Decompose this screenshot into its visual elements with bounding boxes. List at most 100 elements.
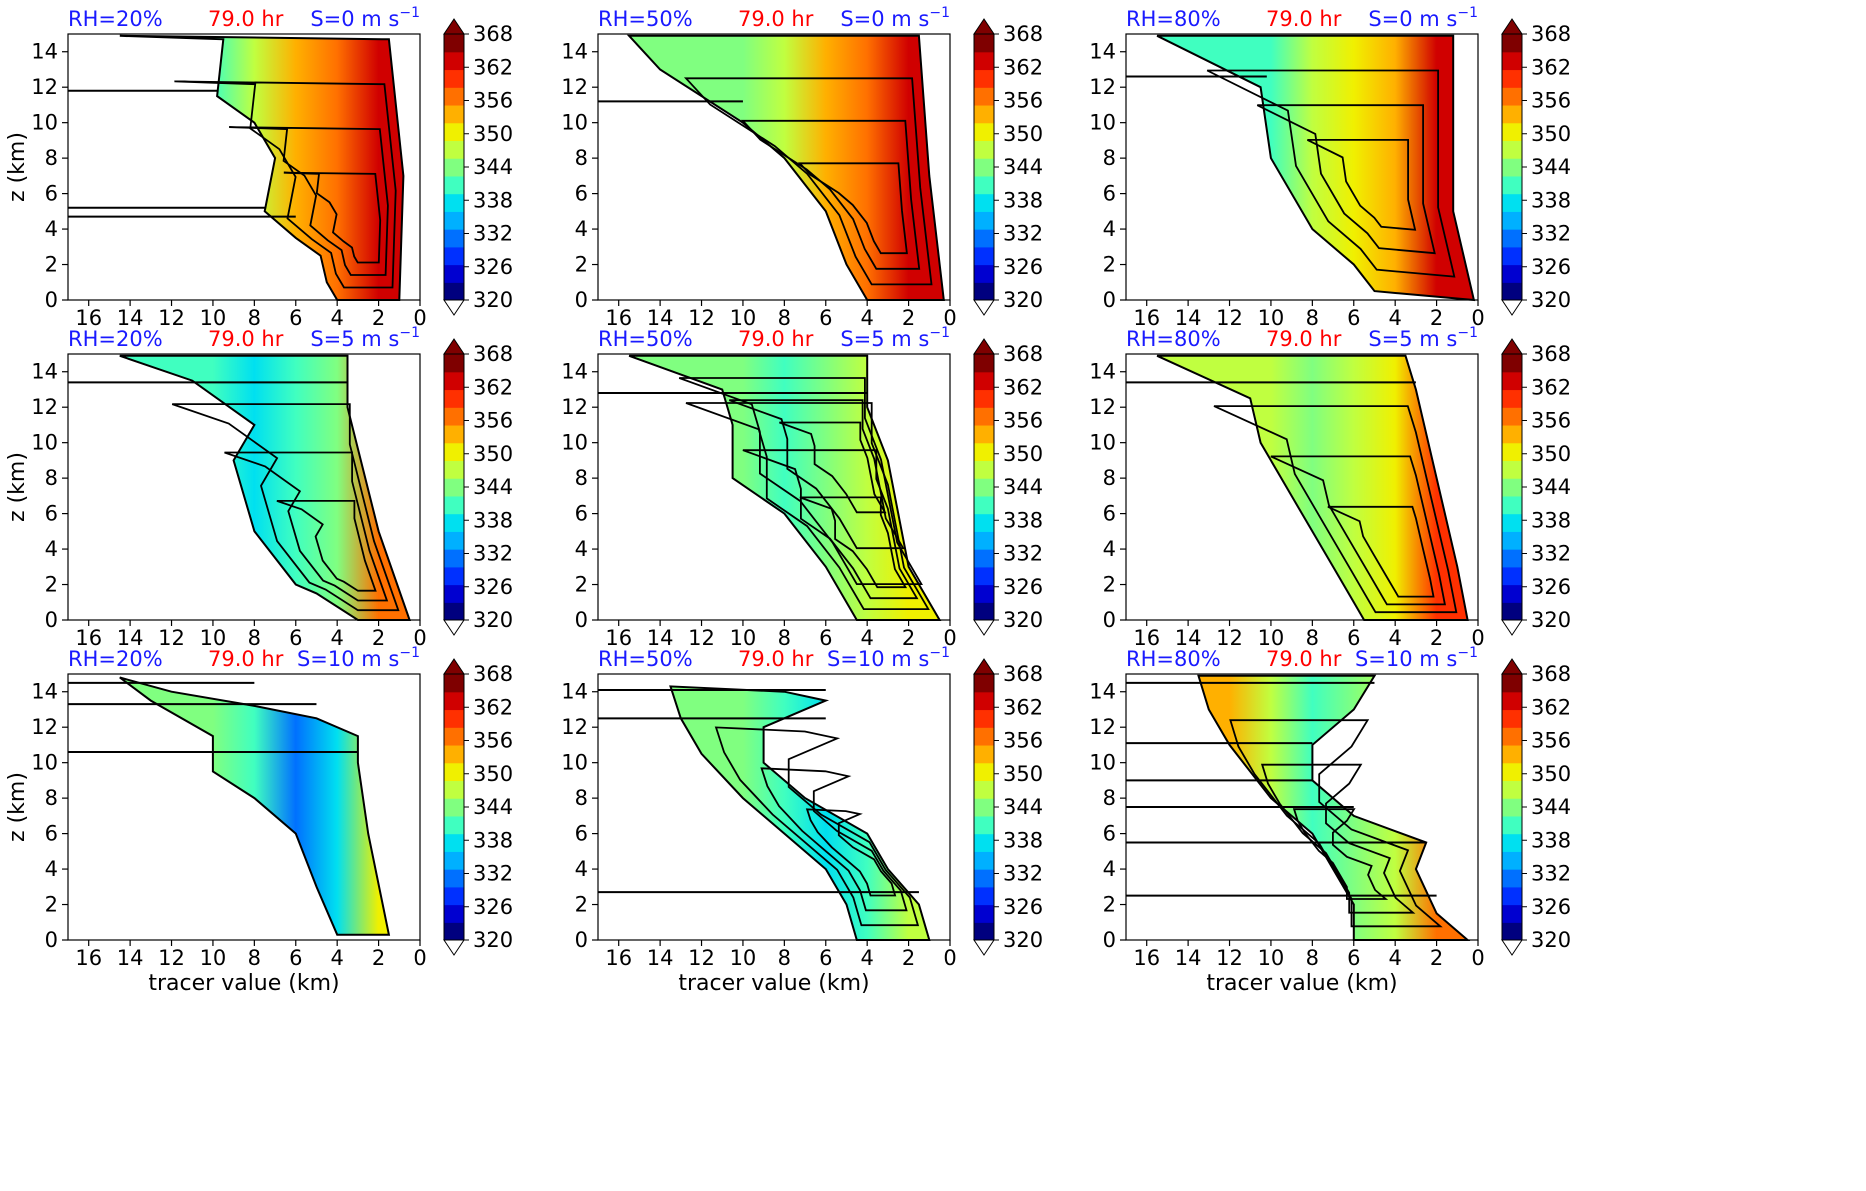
colorbar-segment (974, 87, 994, 106)
colorbar-segment (974, 407, 994, 426)
y-tick-label: 10 (561, 751, 588, 775)
colorbar-tick-label: 344 (1531, 795, 1571, 819)
colorbar-tick-label: 320 (473, 288, 513, 312)
x-tick-label: 4 (860, 306, 873, 330)
y-tick-label: 4 (45, 537, 58, 561)
y-tick-label: 6 (45, 822, 58, 846)
colorbar-tick-label: 362 (1531, 375, 1571, 399)
colorbar-segment (444, 140, 464, 159)
y-tick-label: 12 (1089, 75, 1116, 99)
colorbar: 320 326 332 338 344 350 356 362 368 (1501, 18, 1571, 316)
colorbar-segment (444, 51, 464, 71)
colorbar-segment (444, 886, 464, 906)
colorbar-extend-max (1501, 18, 1523, 35)
colorbar-segment (444, 584, 464, 603)
colorbar-tick-label: 320 (473, 928, 513, 952)
axes-frame (597, 33, 951, 301)
y-tick-label: 2 (45, 573, 58, 597)
rh-label: RH=50% (598, 327, 693, 351)
colorbar-extend-min (1501, 619, 1523, 636)
x-tick-label: 16 (1133, 626, 1160, 650)
y-tick-label: 8 (1103, 466, 1116, 490)
colorbar-segment (444, 762, 464, 781)
colorbar-tick-label: 332 (1531, 862, 1571, 886)
y-tick-label: 10 (561, 431, 588, 455)
inner-contour (797, 162, 908, 255)
colorbar-tick-label: 350 (473, 442, 513, 466)
y-tick-label: 10 (561, 111, 588, 135)
colorbar-segment (444, 34, 464, 53)
colorbar-tick-label: 326 (1003, 895, 1043, 919)
rh-label: RH=80% (1126, 7, 1221, 31)
colorbar-segment (974, 122, 994, 141)
inner-contour (1206, 69, 1456, 278)
colorbar-segment (974, 904, 994, 923)
panel-2-3: 16 14 12 10 8 6 4 2 0 0 2 4 6 8 10 12 14 RH=80% 79.0 hr S=5… (1089, 325, 1571, 650)
colorbar-tick-label: 350 (1003, 442, 1043, 466)
y-tick-label: 8 (45, 466, 58, 490)
x-tick-label: 16 (605, 946, 632, 970)
data-region (1157, 35, 1474, 301)
y-tick-label: 12 (561, 715, 588, 739)
x-tick-label: 8 (248, 306, 261, 330)
y-tick-label: 0 (45, 288, 58, 312)
y-tick-label: 6 (575, 502, 588, 526)
y-tick-label: 8 (1103, 786, 1116, 810)
axes-frame (1125, 353, 1479, 621)
colorbar-segment (1502, 851, 1522, 870)
x-tick-label: 2 (902, 306, 915, 330)
colorbar-tick-label: 320 (473, 608, 513, 632)
x-tick-label: 4 (1388, 946, 1401, 970)
colorbar-segment (444, 69, 464, 88)
x-tick-label: 0 (1471, 946, 1484, 970)
colorbar-tick-label: 356 (473, 409, 513, 433)
inner-contour (1270, 455, 1446, 606)
y-tick-label: 4 (45, 857, 58, 881)
colorbar-tick-label: 320 (1531, 608, 1571, 632)
colorbar-extend-max (1501, 338, 1523, 355)
x-tick-label: 2 (902, 626, 915, 650)
colorbar-segment (974, 744, 994, 764)
colorbar-extend-max (443, 338, 465, 355)
y-tick-label: 4 (1103, 217, 1116, 241)
x-tick-label: 14 (647, 306, 674, 330)
inner-contour (760, 767, 908, 912)
x-tick-label: 0 (413, 626, 426, 650)
y-tick-label: 6 (1103, 822, 1116, 846)
colorbar-segment (1502, 122, 1522, 141)
rh-label: RH=80% (1126, 327, 1221, 351)
x-tick-label: 4 (860, 946, 873, 970)
x-tick-label: 16 (75, 946, 102, 970)
colorbar: 320 326 332 338 344 350 356 362 368 (973, 18, 1043, 316)
colorbar-tick-label: 338 (1003, 828, 1043, 852)
colorbar-tick-label: 344 (1003, 155, 1043, 179)
inner-contour (714, 726, 920, 927)
colorbar-segment (444, 442, 464, 461)
y-tick-label: 12 (1089, 715, 1116, 739)
time-label: 79.0 hr (738, 647, 814, 671)
panel-3-3: 16 14 12 10 8 6 4 2 0 0 2 4 6 8 10 12 14 RH=80% 79.0 hr S=1… (1089, 645, 1571, 996)
colorbar-tick-label: 368 (1003, 662, 1043, 686)
axes-frame (67, 673, 421, 941)
x-tick-label: 4 (1388, 306, 1401, 330)
y-tick-label: 8 (575, 786, 588, 810)
time-label: 79.0 hr (1266, 647, 1342, 671)
colorbar-tick-label: 368 (473, 342, 513, 366)
colorbar-tick-label: 338 (473, 508, 513, 532)
colorbar-segment (444, 389, 464, 408)
colorbar-tick-label: 332 (1003, 542, 1043, 566)
colorbar-tick-label: 332 (1531, 542, 1571, 566)
colorbar-extend-min (973, 619, 995, 636)
colorbar-segment (974, 584, 994, 603)
y-tick-label: 2 (45, 893, 58, 917)
y-tick-label: 8 (45, 786, 58, 810)
colorbar-segment (444, 478, 464, 497)
y-tick-label: 14 (561, 680, 588, 704)
colorbar-tick-label: 320 (1003, 928, 1043, 952)
y-tick-label: 2 (575, 253, 588, 277)
y-tick-label: 10 (1089, 111, 1116, 135)
y-tick-label: 14 (31, 680, 58, 704)
colorbar-tick-label: 368 (1531, 22, 1571, 46)
x-tick-label: 14 (117, 306, 144, 330)
inner-contour (1256, 104, 1436, 255)
